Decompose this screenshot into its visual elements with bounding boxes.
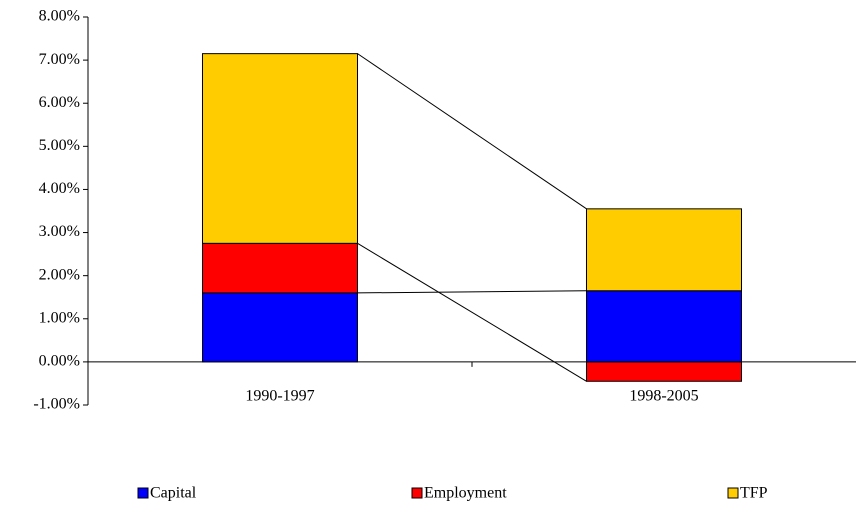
bar-segment (202, 292, 358, 363)
series-line (357, 53, 587, 210)
bar-segment (586, 361, 742, 382)
legend-swatch (137, 487, 149, 499)
y-tick-label: 2.00% (39, 266, 80, 283)
series-line (357, 290, 587, 294)
y-tick-label: 5.00% (39, 137, 80, 154)
legend-swatch (727, 487, 739, 499)
y-tick-label: 0.00% (39, 353, 80, 370)
y-tick-label: 4.00% (39, 180, 80, 197)
y-tick-label: 8.00% (39, 8, 80, 25)
bar-segment (586, 208, 742, 292)
bar-segment (202, 53, 358, 244)
bar-segment (202, 242, 358, 294)
y-tick-label: 7.00% (39, 51, 80, 68)
y-tick-label: 3.00% (39, 223, 80, 240)
bar-segment (586, 290, 742, 363)
legend-label: TFP (740, 485, 768, 502)
series-line (357, 242, 587, 382)
legend-label: Employment (424, 485, 507, 502)
legend-swatch (411, 487, 423, 499)
x-tick-label: 1990-1997 (245, 388, 314, 405)
y-tick-label: 1.00% (39, 309, 80, 326)
x-tick-label: 1998-2005 (629, 388, 698, 405)
legend-label: Capital (150, 485, 197, 502)
y-tick-label: 6.00% (39, 94, 80, 111)
y-tick-label: -1.00% (33, 396, 80, 413)
